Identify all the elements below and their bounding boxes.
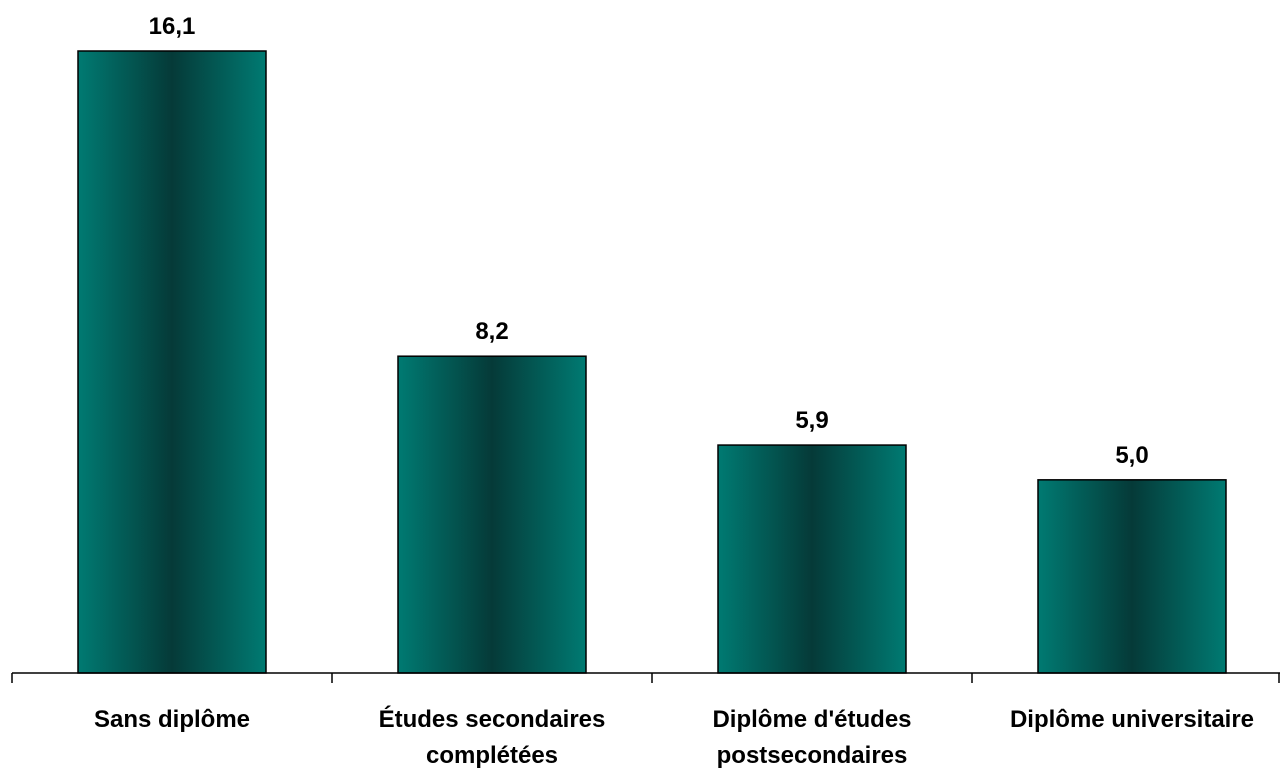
bar-2 [397,355,587,674]
category-label-2: Études secondaires complétées [379,705,606,769]
category-label-1: Sans diplôme [94,706,250,733]
category-label-3: Diplôme d'études postsecondaires [712,706,911,769]
data-label-2: 8,2 [475,318,508,345]
data-label-3: 5,9 [795,407,828,434]
bars-group [77,50,1227,674]
data-label-4: 5,0 [1115,442,1148,469]
labels-group: 16,1 Sans diplôme 8,2 Études secondaires com… [94,13,1254,769]
category-label-4: Diplôme universitaire [1010,706,1254,733]
bar-4 [1037,479,1227,674]
data-label-1: 16,1 [149,13,196,40]
bar-1 [77,50,267,674]
bar-3 [717,444,907,674]
x-axis [11,672,1280,683]
